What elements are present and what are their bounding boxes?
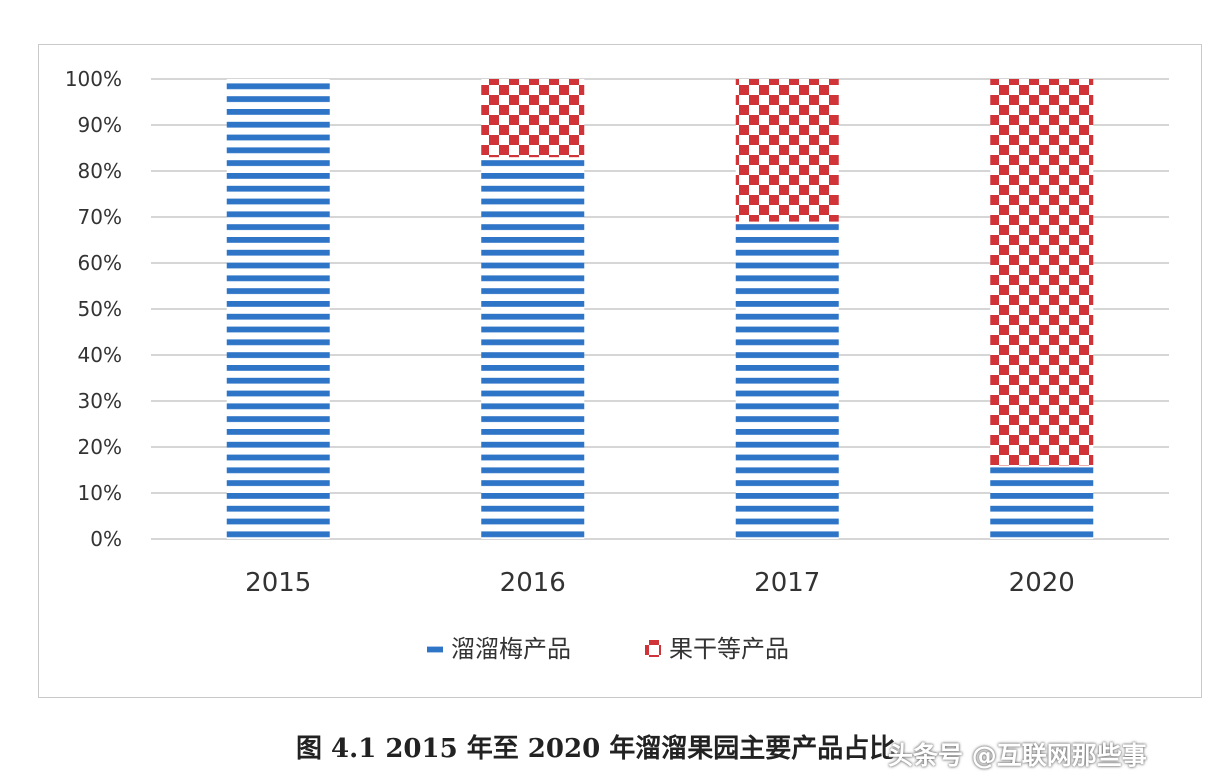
bar-2017-series-1 — [735, 221, 839, 539]
bar-2017-series-2 — [735, 79, 839, 222]
y-axis-labels: 0% 10% 20% 30% 40% 50% 60% 70% 80% 90% 100% — [65, 67, 122, 551]
y-tick-label: 30% — [78, 389, 122, 413]
bar-2020-series-2 — [990, 79, 1094, 466]
chart-svg: 0%10%20%30%40%50%60%70%80%90%100% 2015 20… — [65, 67, 1169, 663]
bar-2020-series-1 — [990, 465, 1094, 539]
bars — [226, 79, 1094, 539]
legend-swatch-1 — [427, 640, 443, 657]
y-tick-label: 40% — [78, 343, 122, 367]
x-tick-label: 2017 — [754, 568, 820, 598]
y-tick-label: 60% — [78, 251, 122, 275]
figure-caption: 图 4.1 2015 年至 2020 年溜溜果园主要产品占比 — [296, 734, 896, 764]
bar-2016-series-1 — [481, 157, 585, 539]
legend-label-1: 溜溜梅产品 — [451, 635, 571, 663]
x-tick-label: 2015 — [245, 568, 311, 598]
bar-2016-series-2 — [481, 79, 585, 158]
chart-frame: 0% 10% 20% 30% 40% 50% 60% 70% 80% 90% 100% 2015 20… — [38, 44, 1202, 698]
y-tick-label: 50% — [78, 297, 122, 321]
watermark: 头条号 @互联网那些事 — [888, 741, 1147, 770]
y-tick-label: 90% — [78, 113, 122, 137]
y-tick-label: 80% — [78, 159, 122, 183]
legend-swatch-2 — [645, 640, 661, 657]
x-tick-label: 2020 — [1009, 568, 1075, 598]
y-tick-label: 10% — [78, 481, 122, 505]
bar-2015-series-1 — [226, 79, 330, 539]
y-tick-label: 70% — [78, 205, 122, 229]
legend-label-2: 果干等产品 — [669, 635, 789, 663]
legend: 溜溜梅产品 果干等产品 — [427, 635, 789, 663]
x-axis-labels: 2015 2016 2017 2020 — [245, 568, 1075, 598]
x-tick-label: 2016 — [500, 568, 566, 598]
y-tick-label: 20% — [78, 435, 122, 459]
y-tick-label: 0% — [90, 527, 122, 551]
y-tick-label: 100% — [65, 67, 122, 91]
